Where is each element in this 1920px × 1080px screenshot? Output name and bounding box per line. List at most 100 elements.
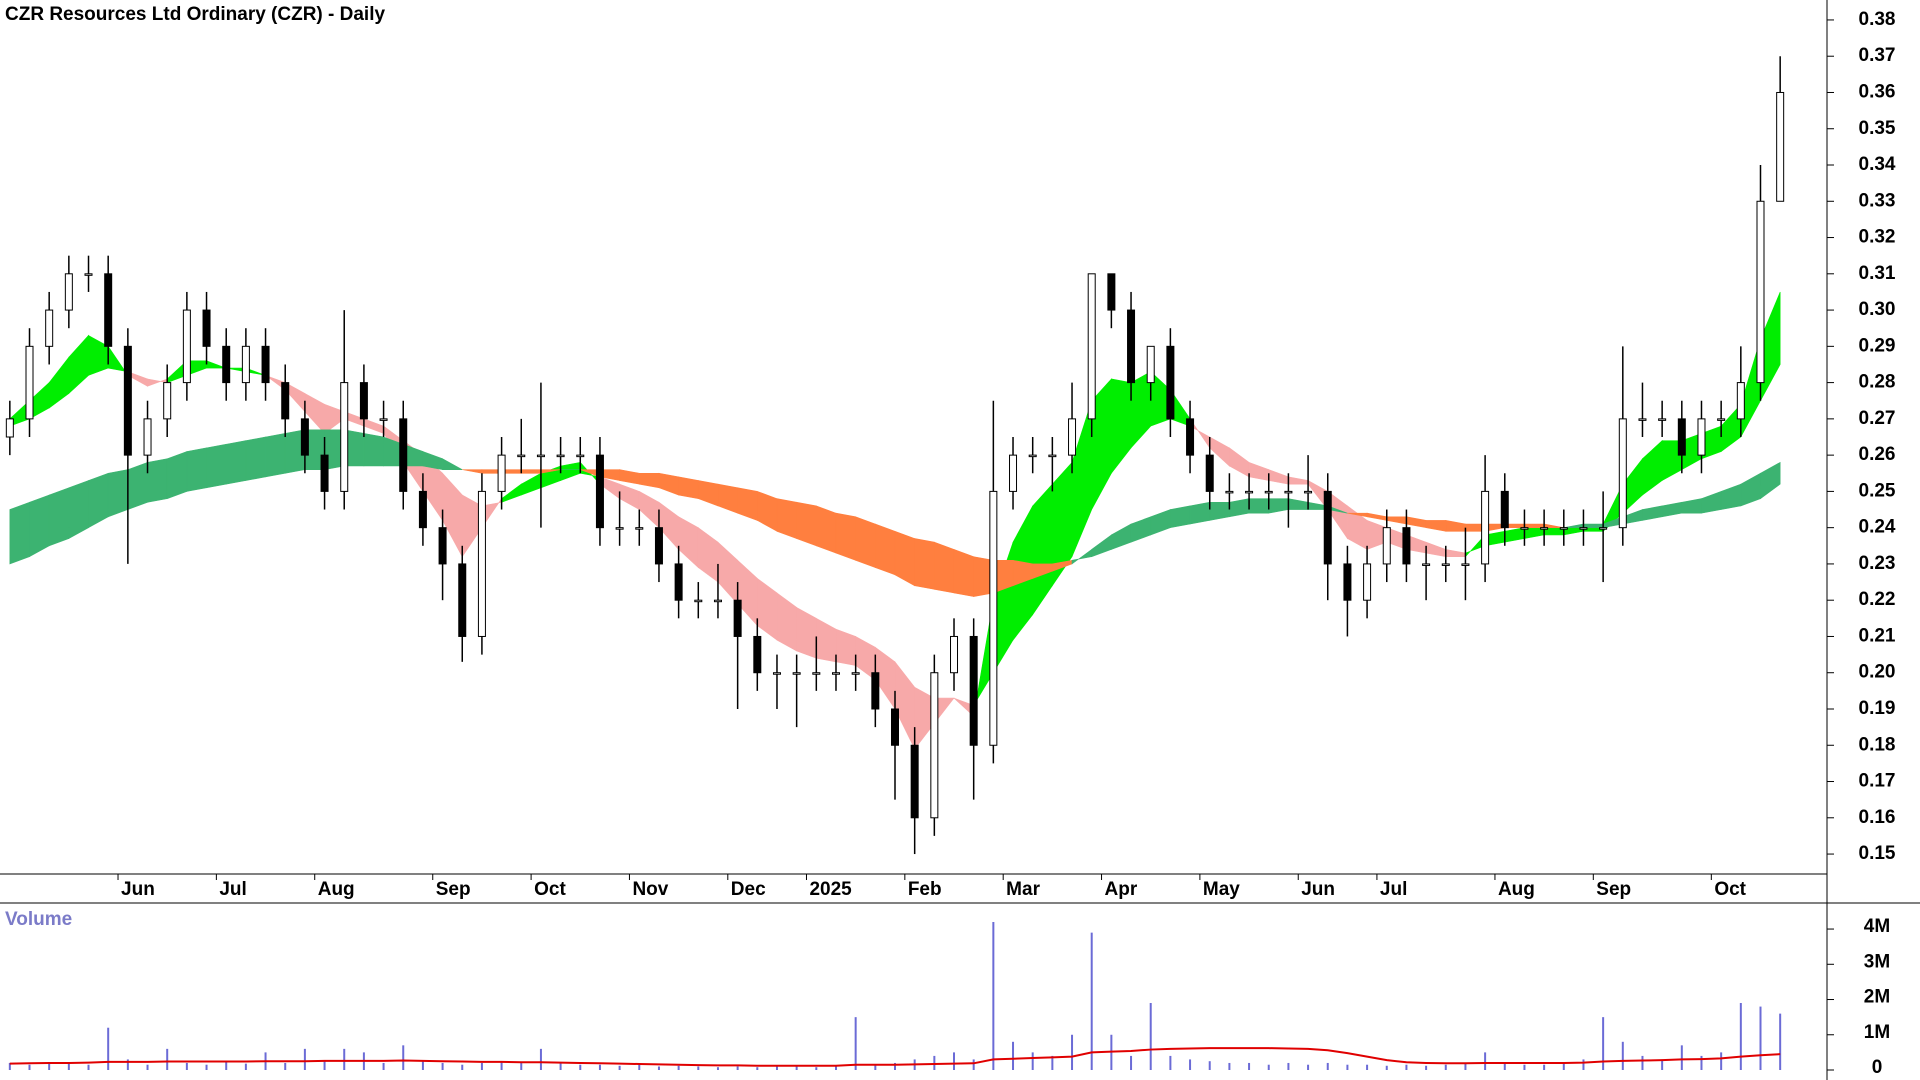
- ribbon-segment: [1583, 523, 1604, 528]
- candle-body: [497, 454, 506, 492]
- candle-body: [300, 418, 309, 456]
- candle-body: [772, 672, 781, 675]
- candle-body: [261, 345, 270, 384]
- candle-body: [595, 454, 604, 529]
- x-tick-label: Sep: [1596, 879, 1631, 900]
- candle-body: [517, 454, 526, 458]
- candle-body: [792, 672, 801, 675]
- ribbon-segment: [186, 447, 207, 492]
- y-tick-label: 0.16: [1859, 807, 1896, 828]
- candle-body: [1382, 527, 1391, 565]
- ribbon-segment: [442, 458, 463, 470]
- x-tick-label: Dec: [731, 879, 766, 900]
- y-tick-label: 0.36: [1859, 81, 1896, 102]
- candle-body: [615, 527, 624, 530]
- candle-body: [1717, 418, 1726, 421]
- candle-body: [1264, 490, 1273, 494]
- candle-body: [1068, 418, 1077, 456]
- ribbon-segment: [520, 469, 542, 474]
- y-tick-label: 0.21: [1859, 625, 1896, 646]
- candle-body: [674, 563, 683, 601]
- candle-body: [458, 563, 467, 637]
- candle-body: [1579, 527, 1588, 530]
- candle-body: [84, 273, 93, 276]
- ribbon-segment: [914, 538, 935, 590]
- x-tick-label: Feb: [908, 879, 942, 900]
- candle-body: [654, 527, 663, 565]
- candle-body: [123, 345, 132, 456]
- candle-body: [1284, 490, 1293, 494]
- candle-body: [45, 309, 54, 347]
- candle-body: [1245, 490, 1254, 494]
- y-tick-label: 0.29: [1859, 335, 1896, 356]
- ribbon-segment: [147, 458, 168, 503]
- y-tick-label: 3M: [1864, 951, 1890, 972]
- y-tick-label: 0.30: [1859, 299, 1896, 320]
- candle-body: [1658, 418, 1667, 421]
- candle-body: [1638, 418, 1647, 421]
- y-tick-label: 0.25: [1859, 480, 1896, 501]
- candle-body: [910, 744, 919, 819]
- y-tick-label: 0.35: [1859, 118, 1896, 139]
- candle-body: [1677, 418, 1686, 456]
- candle-body: [163, 382, 172, 420]
- ribbon-segment: [1189, 501, 1211, 525]
- ribbon-segment: [875, 523, 896, 576]
- candle-body: [1186, 418, 1195, 456]
- candle-body: [1697, 418, 1706, 456]
- candle-body: [104, 273, 113, 347]
- candle-body: [1776, 91, 1785, 202]
- ribbon-segment: [225, 440, 247, 485]
- y-tick-label: 1M: [1864, 1022, 1890, 1043]
- ribbon-segment: [48, 487, 70, 547]
- x-tick-label: Oct: [534, 879, 566, 900]
- candle-body: [635, 527, 644, 530]
- y-tick-label: 0.15: [1859, 843, 1896, 864]
- volume-average: [9, 1047, 1781, 1067]
- y-tick-label: 0.23: [1859, 553, 1896, 574]
- candle-body: [576, 454, 585, 458]
- y-tick-label: 0.37: [1859, 45, 1896, 66]
- ribbon-segment: [206, 443, 227, 489]
- ribbon-segment: [1170, 505, 1191, 529]
- ribbon-segment: [776, 498, 797, 539]
- candle-body: [202, 309, 211, 347]
- ribbon-segment: [796, 501, 817, 547]
- x-tick-label: Mar: [1006, 879, 1040, 900]
- candle-body: [1087, 273, 1096, 420]
- x-tick-label: Apr: [1105, 879, 1138, 900]
- candle-body: [831, 672, 840, 675]
- x-tick-label: Aug: [318, 879, 355, 900]
- y-tick-label: 0.24: [1859, 517, 1896, 538]
- candle-body: [1127, 309, 1136, 384]
- candle-body: [851, 672, 860, 675]
- ribbon-segment: [1524, 523, 1545, 528]
- candle-body: [969, 635, 978, 746]
- candle-body: [713, 599, 722, 603]
- candle-body: [1323, 490, 1332, 565]
- ribbon-segment: [245, 436, 266, 481]
- candle-body: [930, 672, 939, 819]
- candle-body: [733, 599, 742, 637]
- candle-body: [1618, 418, 1627, 529]
- y-tick-label: 0.33: [1859, 190, 1896, 211]
- candle-body: [812, 672, 821, 675]
- y-tick-label: 0.20: [1859, 662, 1896, 683]
- candle-body: [1599, 527, 1608, 530]
- candle-body: [143, 418, 152, 456]
- ribbon-segment: [816, 505, 837, 554]
- ribbon-segment: [166, 451, 188, 500]
- candle-body: [1028, 454, 1037, 458]
- y-tick-label: 0.32: [1859, 227, 1896, 248]
- y-tick-label: 0.27: [1859, 408, 1896, 429]
- candle-body: [438, 527, 447, 565]
- y-tick-label: 0.18: [1859, 734, 1896, 755]
- x-tick-label: May: [1203, 879, 1240, 900]
- candle-body: [379, 418, 388, 421]
- candle-body: [1107, 273, 1116, 311]
- y-tick-label: 0.28: [1859, 372, 1896, 393]
- candle-body: [1500, 490, 1509, 529]
- x-tick-label: Jun: [121, 879, 155, 900]
